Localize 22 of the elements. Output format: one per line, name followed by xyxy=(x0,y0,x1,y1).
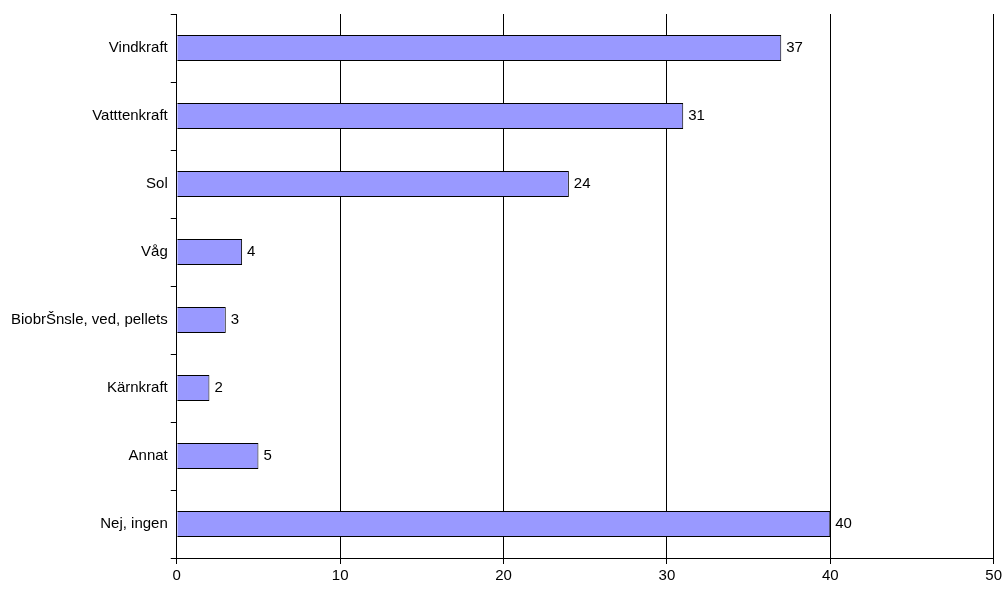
y-tick-label: Sol xyxy=(146,174,168,192)
data-label: 31 xyxy=(688,106,705,124)
x-tick-label: 40 xyxy=(821,566,839,584)
x-tick-label: 0 xyxy=(172,566,181,584)
y-tick-label: BiobrŠnsle, ved, pellets xyxy=(10,310,168,328)
y-tick-label: Vatttenkraft xyxy=(92,106,169,124)
data-label: 4 xyxy=(247,242,256,260)
data-label: 24 xyxy=(573,174,591,192)
x-tick-label: 30 xyxy=(658,566,676,584)
x-tick-label: 20 xyxy=(495,566,512,584)
x-tick-label: 50 xyxy=(985,566,1002,584)
data-label: 37 xyxy=(786,38,803,56)
data-label: 2 xyxy=(214,378,223,396)
data-label: 3 xyxy=(230,310,240,328)
y-tick-label: Våg xyxy=(141,242,168,260)
data-label: 5 xyxy=(263,446,272,464)
y-tick-label: Annat xyxy=(128,446,169,464)
y-tick-label: Vindkraft xyxy=(108,38,169,56)
y-tick-label: Nej, ingen xyxy=(100,514,168,532)
y-tick-label: Kärnkraft xyxy=(106,378,169,396)
data-label: 40 xyxy=(835,514,852,532)
x-tick-label: 10 xyxy=(331,566,349,584)
